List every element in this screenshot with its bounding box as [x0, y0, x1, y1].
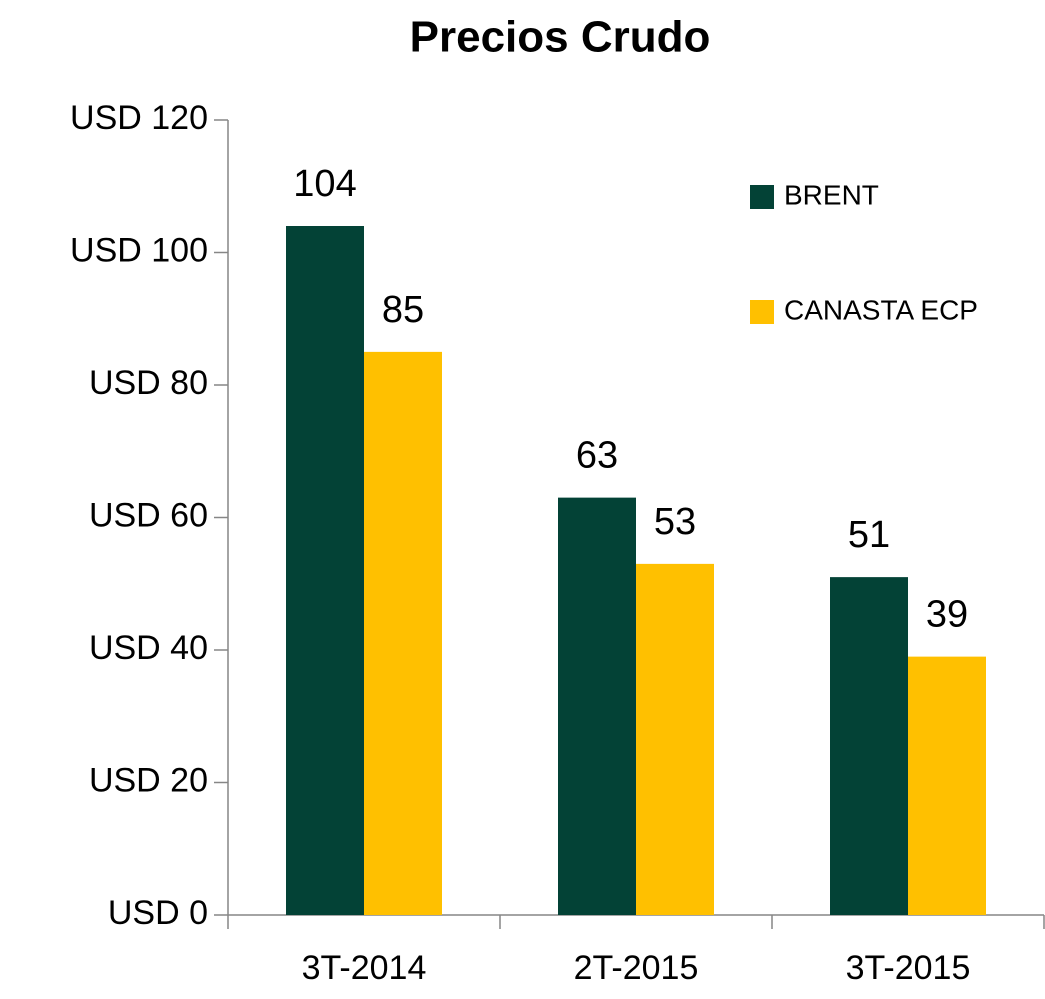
x-tick-label: 3T-2014 [302, 949, 427, 987]
y-tick-label: USD 60 [89, 496, 208, 534]
y-tick-label: USD 20 [89, 761, 208, 799]
y-tick-label: USD 80 [89, 364, 208, 402]
chart-title: Precios Crudo [410, 13, 711, 62]
y-tick-label: USD 100 [70, 231, 208, 269]
x-tick-label: 2T-2015 [574, 949, 699, 987]
data-label: 53 [654, 501, 696, 543]
bar [364, 351, 442, 915]
legend-label: BRENT [784, 179, 879, 210]
bar [830, 577, 908, 915]
data-label: 85 [382, 289, 424, 331]
y-tick-label: USD 40 [89, 629, 208, 667]
bar [908, 656, 986, 915]
bar [636, 563, 714, 915]
data-label: 63 [576, 435, 618, 477]
legend-swatch [750, 185, 774, 209]
data-label: 104 [293, 163, 356, 205]
x-tick-label: 3T-2015 [846, 949, 971, 987]
data-label: 39 [926, 594, 968, 636]
bar [558, 497, 636, 915]
y-tick-label: USD 0 [108, 894, 208, 932]
data-label: 51 [848, 514, 890, 556]
legend-swatch [750, 300, 774, 324]
y-tick-label: USD 120 [70, 99, 208, 137]
legend-label: CANASTA ECP [784, 294, 978, 325]
bar [286, 226, 364, 915]
